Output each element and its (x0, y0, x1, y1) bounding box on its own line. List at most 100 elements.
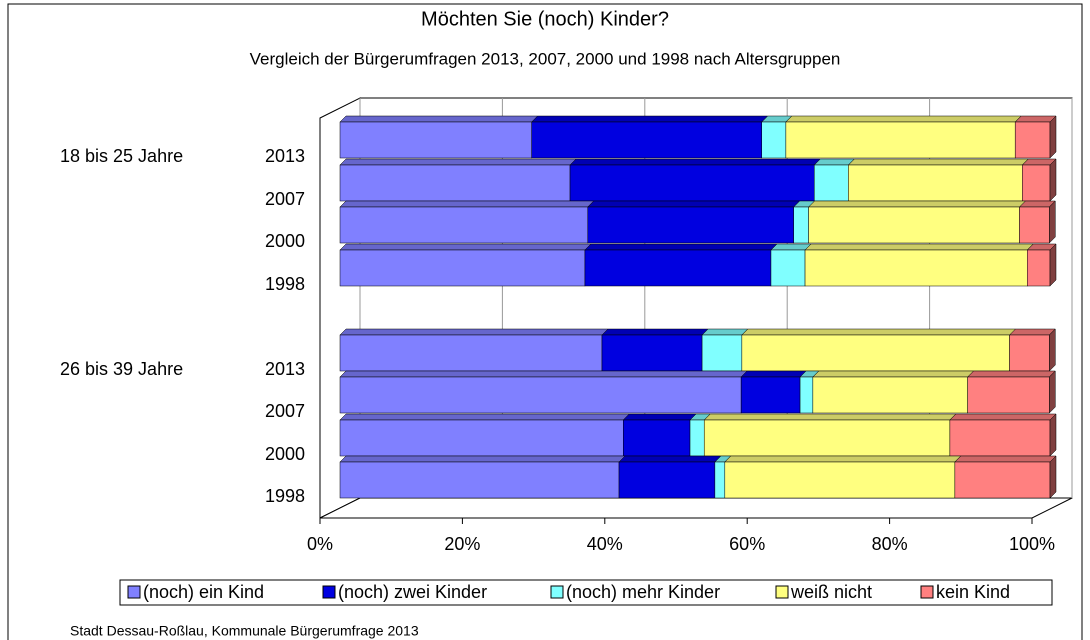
y-tick-label: 1998 (265, 486, 305, 506)
bar-top (770, 243, 812, 251)
x-tick-label: 60% (729, 534, 765, 554)
bar (804, 249, 1028, 287)
bar (339, 249, 586, 287)
bar-top (339, 370, 748, 378)
bar (339, 461, 620, 499)
bar-top (339, 243, 592, 251)
bar (799, 376, 814, 414)
floor (319, 497, 1073, 519)
bar-top (339, 115, 539, 123)
bar (954, 461, 1051, 499)
bar (770, 249, 806, 287)
bar-side (1049, 200, 1056, 244)
bar (785, 121, 1016, 159)
x-tick-label: 80% (872, 534, 908, 554)
y-tick-label: 2013 (265, 359, 305, 379)
bar-top (339, 158, 577, 166)
x-tick-label: 20% (444, 534, 480, 554)
y-tick-label: 2007 (265, 189, 305, 209)
bar (601, 334, 703, 372)
chart-title: Möchten Sie (noch) Kinder? (421, 8, 669, 30)
bar (1027, 249, 1051, 287)
legend-swatch (127, 585, 141, 599)
bar-top (724, 455, 962, 463)
bar-top (587, 200, 801, 208)
legend-label: (noch) zwei Kinder (338, 582, 487, 602)
bar-top (812, 370, 975, 378)
bar-top (741, 328, 1017, 336)
bar (339, 334, 603, 372)
legend-swatch (322, 585, 336, 599)
bar (714, 461, 726, 499)
bar-top (569, 158, 821, 166)
bar (339, 419, 624, 457)
bar (1009, 334, 1050, 372)
bar (618, 461, 716, 499)
bar (967, 376, 1050, 414)
bar-side (1049, 243, 1057, 287)
y-tick-label: 2000 (265, 444, 305, 464)
bar-side (1049, 413, 1057, 457)
bar-top (703, 413, 957, 421)
source: Stadt Dessau-Roßlau, Kommunale Bürgerumf… (70, 623, 419, 639)
bar (569, 164, 815, 202)
bar (339, 121, 532, 159)
bar-top (740, 370, 807, 378)
bar-top (601, 328, 709, 336)
chart-subtitle: Vergleich der Bürgerumfragen 2013, 2007,… (250, 49, 841, 68)
bar-side (1049, 328, 1056, 372)
bar-top (622, 413, 697, 421)
bar-side (1049, 158, 1057, 202)
bar (808, 206, 1020, 244)
bar (339, 164, 571, 202)
bar-top (847, 158, 1029, 166)
x-tick-label: 40% (587, 534, 623, 554)
bar-side (1049, 370, 1056, 414)
bar (689, 419, 705, 457)
bar-top (813, 158, 855, 166)
bar-top (807, 200, 1027, 208)
legend-label: weiß nicht (790, 582, 872, 602)
bar-top (1014, 115, 1057, 123)
y-tick-label: 1998 (265, 274, 305, 294)
bar-top (967, 370, 1056, 378)
legend-swatch (920, 585, 934, 599)
y-tick-label: 2007 (265, 401, 305, 421)
group-label: 26 bis 39 Jahre (60, 359, 183, 379)
bar-top (1008, 328, 1056, 336)
bar (1019, 206, 1050, 244)
legend-label: kein Kind (936, 582, 1010, 602)
bar (584, 249, 772, 287)
bar (1014, 121, 1051, 159)
bar-top (584, 243, 778, 251)
legend-label: (noch) mehr Kinder (566, 582, 720, 602)
bar-top (701, 328, 749, 336)
bar-side (1049, 115, 1057, 159)
bar (949, 419, 1051, 457)
x-tick-label: 100% (1009, 534, 1055, 554)
bar-top (339, 455, 626, 463)
x-tick-label: 0% (307, 534, 333, 554)
bar (339, 376, 742, 414)
bar-side (1049, 455, 1057, 499)
legend-label: (noch) ein Kind (143, 582, 264, 602)
bar (724, 461, 956, 499)
bar (587, 206, 794, 244)
bar (814, 164, 849, 202)
bar-top (954, 455, 1057, 463)
bar (761, 121, 787, 159)
bar (1022, 164, 1051, 202)
y-tick-label: 2013 (265, 146, 305, 166)
bar (812, 376, 968, 414)
bar-top (618, 455, 722, 463)
bar-top (339, 328, 609, 336)
bar-top (949, 413, 1057, 421)
y-tick-label: 2000 (265, 231, 305, 251)
bar (848, 164, 1023, 202)
bar (793, 206, 809, 244)
legend-swatch (550, 585, 564, 599)
bar (623, 419, 691, 457)
bar (703, 419, 951, 457)
group-label: 18 bis 25 Jahre (60, 146, 183, 166)
